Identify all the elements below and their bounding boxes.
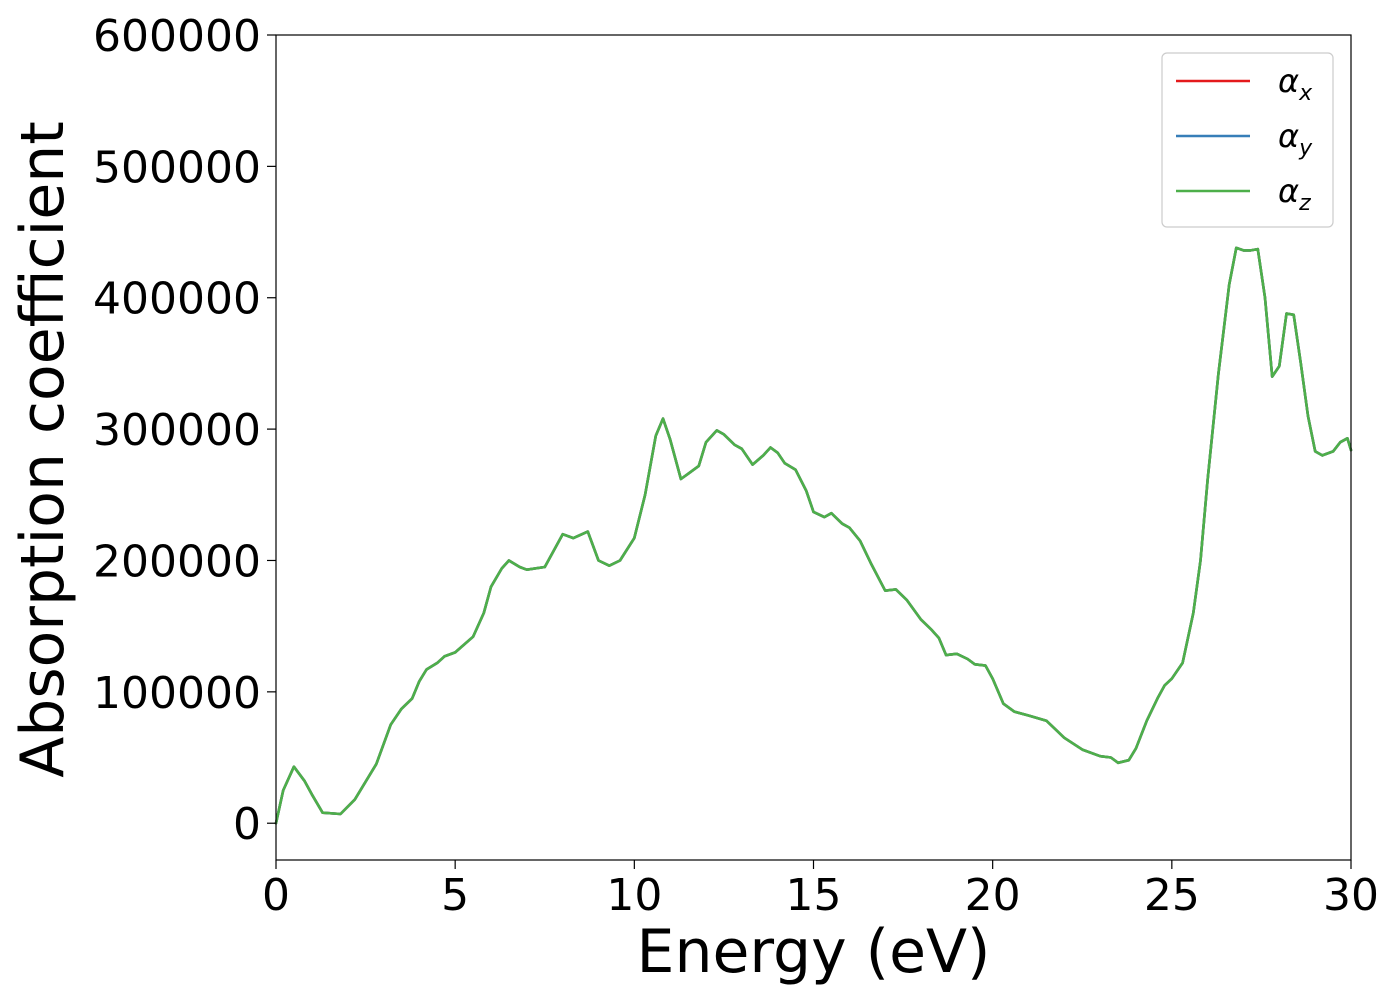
plot-lines — [274, 246, 1353, 825]
y-tick-label: 200000 — [93, 536, 261, 587]
y-tick-label: 300000 — [93, 405, 261, 456]
x-axis-label: Energy (eV) — [637, 917, 991, 987]
y-tick-label: 0 — [233, 799, 261, 850]
y-tick-label: 100000 — [93, 668, 261, 719]
x-tick-label: 20 — [965, 870, 1021, 921]
legend-label: αz — [1278, 172, 1311, 216]
legend-box — [1161, 52, 1334, 228]
x-tick-label: 30 — [1323, 870, 1379, 921]
x-tick-label: 5 — [441, 870, 469, 921]
legend-label: αy — [1278, 117, 1313, 161]
x-tick-label: 25 — [1144, 870, 1200, 921]
y-tick-label: 600000 — [93, 11, 261, 62]
y-tick-label: 500000 — [93, 142, 261, 193]
y-axis-ticks: 0 100000 200000 300000 400000 500000 600000 — [93, 11, 276, 850]
x-axis-ticks: 0 5 10 15 20 25 30 — [262, 860, 1379, 921]
x-tick-label: 10 — [606, 870, 662, 921]
x-tick-label: 0 — [262, 870, 290, 921]
legend-label: αx — [1278, 62, 1313, 106]
y-tick-label: 400000 — [93, 274, 261, 325]
y-axis-label: Absorption coefficient — [8, 121, 78, 778]
x-tick-label: 15 — [786, 870, 842, 921]
legend: αx αy αz — [1161, 52, 1334, 228]
series-line — [274, 246, 1353, 825]
